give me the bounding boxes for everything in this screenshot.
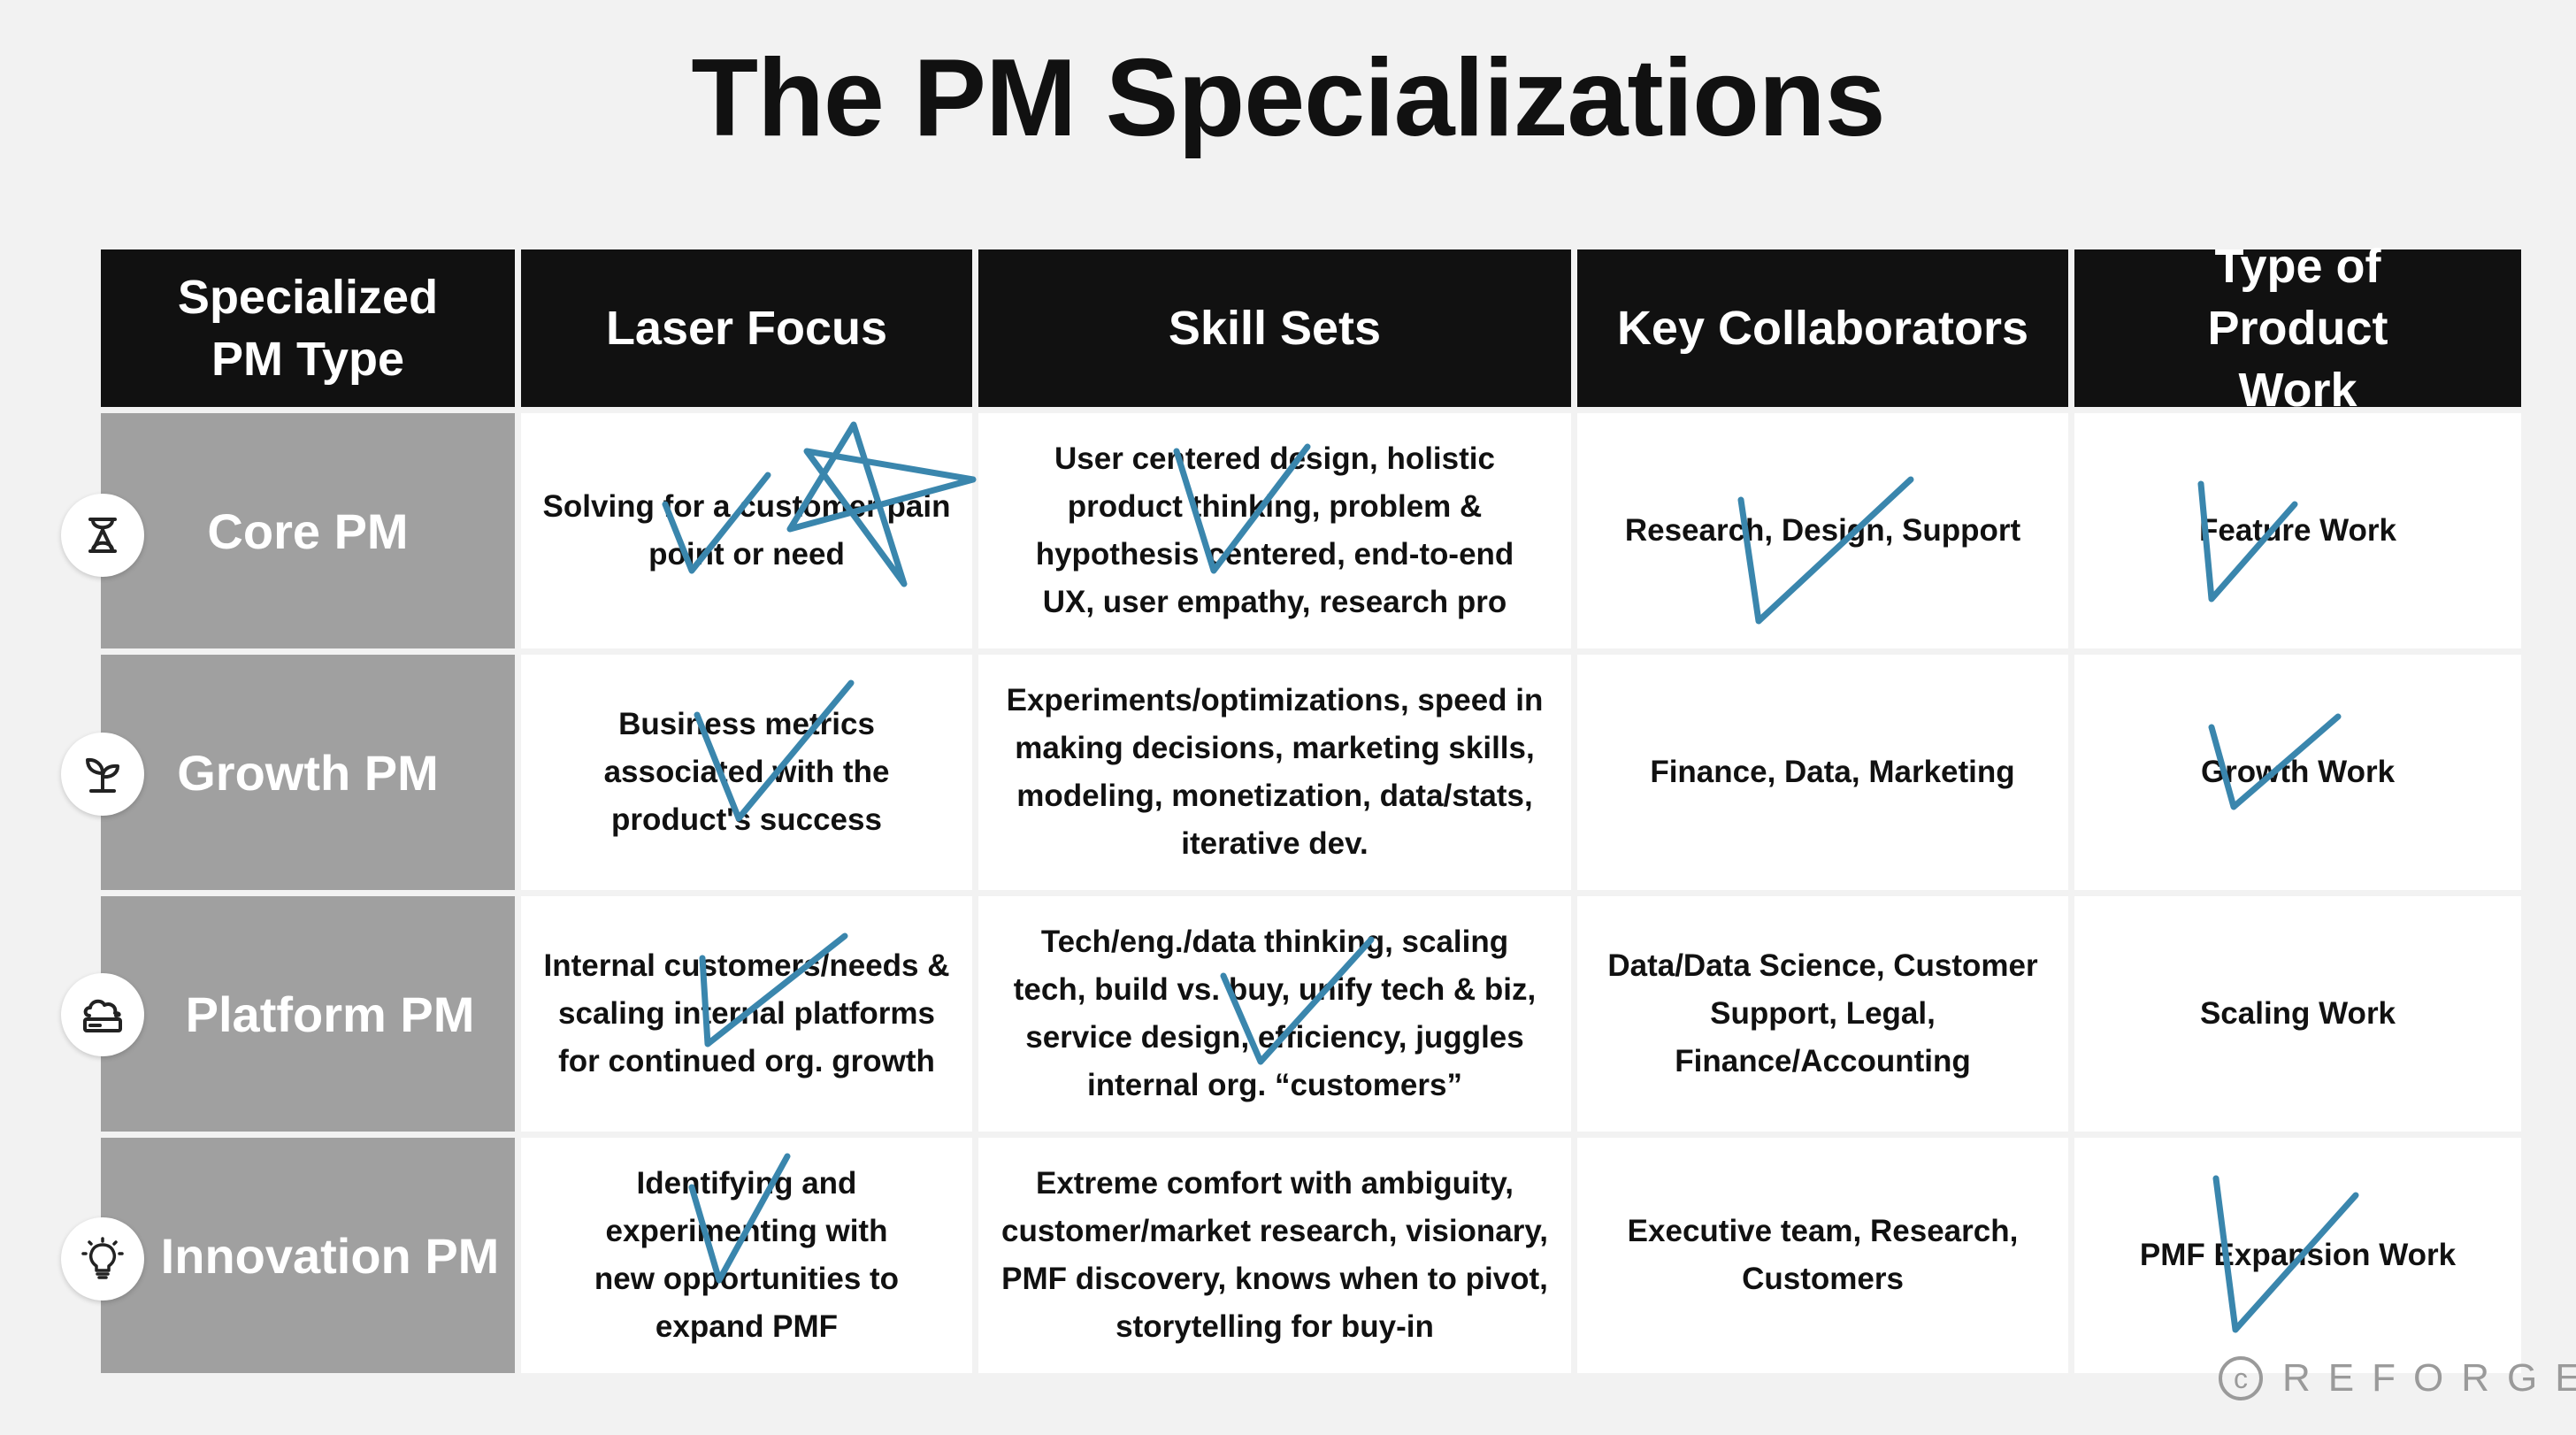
header-pm-type: Specialized PM Type	[101, 249, 515, 407]
row-core-work: Feature Work	[2074, 413, 2521, 648]
header-laser-focus: Laser Focus	[521, 249, 972, 407]
row-platform-focus: Internal customers/needs & scaling inter…	[521, 896, 972, 1132]
row-platform-work: Scaling Work	[2074, 896, 2521, 1132]
lightbulb-icon	[61, 1217, 144, 1301]
reforge-watermark: c REFORGE	[2219, 1356, 2576, 1400]
row-growth-type: Growth PM	[101, 655, 515, 890]
row-core-focus: Solving for a customer pain point or nee…	[521, 413, 972, 648]
row-core-type: Core PM	[101, 413, 515, 648]
copyright-icon: c	[2219, 1356, 2263, 1400]
row-innovation-work: PMF Expansion Work	[2074, 1138, 2521, 1373]
row-growth-focus: Business metrics associated with the pro…	[521, 655, 972, 890]
row-growth-collab: Finance, Data, Marketing	[1577, 655, 2068, 890]
row-innovation-skills: Extreme comfort with ambiguity, customer…	[978, 1138, 1571, 1373]
row-innovation-focus: Identifying and experimenting with new o…	[521, 1138, 972, 1373]
watermark-text: REFORGE	[2282, 1356, 2576, 1400]
cloud-server-icon	[61, 973, 144, 1056]
page-title: The PM Specializations	[691, 37, 1885, 159]
hourglass-icon	[61, 494, 144, 577]
sprout-icon	[61, 733, 144, 816]
row-core-skills: User centered design, holistic product t…	[978, 413, 1571, 648]
header-skill-sets: Skill Sets	[978, 249, 1571, 407]
row-platform-skills: Tech/eng./data thinking, scaling tech, b…	[978, 896, 1571, 1132]
header-key-collaborators: Key Collaborators	[1577, 249, 2068, 407]
row-growth-work: Growth Work	[2074, 655, 2521, 890]
row-platform-collab: Data/Data Science, Customer Support, Leg…	[1577, 896, 2068, 1132]
row-innovation-type: Innovation PM	[101, 1138, 515, 1373]
row-innovation-collab: Executive team, Research, Customers	[1577, 1138, 2068, 1373]
row-platform-type: Platform PM	[101, 896, 515, 1132]
row-core-collab: Research, Design, Support	[1577, 413, 2068, 648]
header-product-work: Type of Product Work	[2074, 240, 2521, 417]
row-growth-skills: Experiments/optimizations, speed in maki…	[978, 655, 1571, 890]
specializations-table: Specialized PM Type Laser Focus Skill Se…	[101, 240, 2521, 1373]
